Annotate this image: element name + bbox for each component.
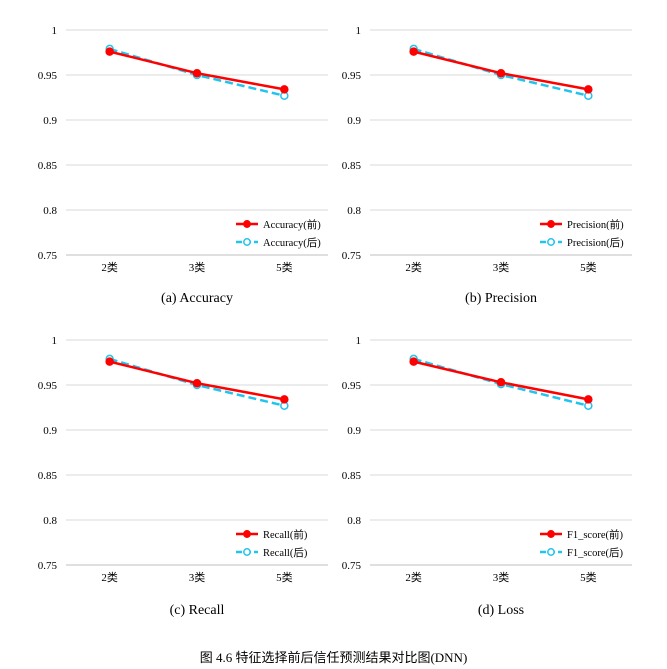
chart-b-ytick-label: 0.85 <box>342 160 362 172</box>
chart-a-series-before-point <box>280 85 289 94</box>
chart-d-legend-label: F1_score(后) <box>567 547 623 559</box>
chart-d-series-before-point <box>409 357 418 366</box>
chart-b-ytick-label: 0.8 <box>347 205 361 217</box>
chart-d-caption: (d) Loss <box>477 603 525 618</box>
chart-b-xtick-label: 3类 <box>493 260 510 274</box>
chart-d-xtick-label: 5类 <box>580 570 597 584</box>
chart-c-ytick-label: 0.75 <box>38 560 58 572</box>
chart-a-series-before-point <box>192 68 202 78</box>
chart-d-legend-marker <box>547 530 555 538</box>
chart-d-legend-label: F1_score(前) <box>567 528 623 541</box>
chart-c: 0.75 0.8 0.85 0.9 0.95 1 2类 3类 5类 Recall(前) Recall… <box>38 335 328 584</box>
chart-b-legend-label: Precision(后) <box>567 237 624 249</box>
chart-b-series-before-point <box>496 68 506 78</box>
chart-c-ytick-label: 1 <box>52 335 58 347</box>
chart-b-xtick-label: 5类 <box>580 260 597 274</box>
chart-a-ytick-label: 0.95 <box>38 70 58 82</box>
chart-c-ytick-label: 0.95 <box>38 380 58 392</box>
chart-a-legend-marker <box>243 238 251 246</box>
chart-c-ytick-label: 0.85 <box>38 470 58 482</box>
chart-a-xtick-label: 5类 <box>276 260 293 274</box>
chart-d-legend-marker <box>547 548 555 556</box>
chart-d-xtick-label: 2类 <box>405 570 422 584</box>
chart-c-ytick-label: 0.8 <box>43 515 57 527</box>
chart-a-xtick-label: 2类 <box>101 260 118 274</box>
chart-b-series-before-point <box>409 47 418 56</box>
chart-b: 0.75 0.8 0.85 0.9 0.95 1 2类 3类 5类 Precision(前) Pre… <box>342 25 632 274</box>
chart-c-series-before-point <box>280 395 289 404</box>
chart-d-ytick-label: 0.95 <box>342 380 362 392</box>
chart-d-ytick-label: 0.8 <box>347 515 361 527</box>
chart-c-legend-marker <box>243 530 251 538</box>
chart-a-ytick-label: 0.75 <box>38 250 58 262</box>
chart-b-legend-label: Precision(前) <box>567 218 624 231</box>
chart-a-ytick-label: 0.9 <box>43 115 57 127</box>
chart-b-ytick-label: 0.75 <box>342 250 362 262</box>
chart-d-ytick-label: 0.9 <box>347 425 361 437</box>
chart-c-xtick-label: 2类 <box>101 570 118 584</box>
chart-a-legend-marker <box>243 220 251 228</box>
chart-d-ytick-label: 0.85 <box>342 470 362 482</box>
chart-d-ytick-label: 1 <box>356 335 362 347</box>
chart-c-series-before-point <box>192 378 202 388</box>
chart-c-xtick-label: 5类 <box>276 570 293 584</box>
chart-a-ytick-label: 0.85 <box>38 160 58 172</box>
chart-c-ytick-label: 0.9 <box>43 425 57 437</box>
chart-b-series-before-point <box>584 85 593 94</box>
chart-a-series-before-point <box>105 47 114 56</box>
chart-a: 0.75 0.8 0.85 0.9 0.95 1 2类 3类 5类 Accuracy(前) Accu… <box>38 25 328 274</box>
chart-a-legend-label: Accuracy(后) <box>263 237 321 249</box>
chart-c-legend-label: Recall(后) <box>263 547 308 559</box>
chart-c-series-before-point <box>105 357 114 366</box>
chart-a-ytick-label: 0.8 <box>43 205 57 217</box>
chart-d-ytick-label: 0.75 <box>342 560 362 572</box>
chart-b-ytick-label: 0.95 <box>342 70 362 82</box>
chart-b-xtick-label: 2类 <box>405 260 422 274</box>
chart-d: 0.75 0.8 0.85 0.9 0.95 1 2类 3类 5类 F1_score(前) F1_s… <box>342 335 632 584</box>
figure-caption: 图 4.6 特征选择前后信任预测结果对比图(DNN) <box>199 650 468 665</box>
chart-d-series-before-point <box>584 395 593 404</box>
chart-c-legend-marker <box>243 548 251 556</box>
chart-b-caption: (b) Precision <box>465 291 537 306</box>
chart-a-ytick-label: 1 <box>52 25 58 37</box>
chart-b-ytick-label: 1 <box>356 25 362 37</box>
chart-d-xtick-label: 3类 <box>493 570 510 584</box>
chart-a-legend-label: Accuracy(前) <box>263 218 321 231</box>
chart-c-xtick-label: 3类 <box>189 570 206 584</box>
chart-a-xtick-label: 3类 <box>189 260 206 274</box>
chart-b-legend-marker <box>547 220 555 228</box>
chart-b-legend-marker <box>547 238 555 246</box>
chart-d-series-before-point <box>496 378 506 387</box>
chart-c-legend-label: Recall(前) <box>263 528 308 541</box>
chart-c-caption: (c) Recall <box>169 603 225 618</box>
chart-b-ytick-label: 0.9 <box>347 115 361 127</box>
chart-a-caption: (a) Accuracy <box>161 291 233 306</box>
